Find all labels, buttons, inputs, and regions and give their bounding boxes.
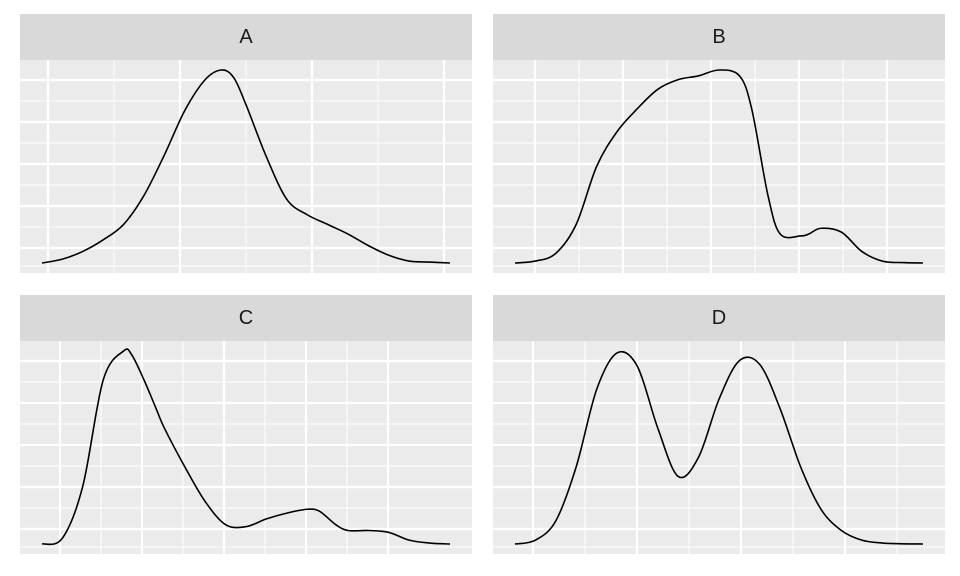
facet-label-c: C xyxy=(238,306,254,329)
facet-strip-c: C xyxy=(20,295,472,341)
facet-label-d: D xyxy=(711,306,727,329)
facet-label-b: B xyxy=(712,25,726,48)
density-curve-c xyxy=(41,348,451,546)
density-curve-d xyxy=(514,350,924,545)
panel-background xyxy=(20,341,472,554)
facet-panel-b: B xyxy=(493,14,945,273)
plot-area-b xyxy=(493,60,945,273)
density-curve-b xyxy=(514,69,924,264)
facet-panel-a: A xyxy=(20,14,472,273)
facet-strip-d: D xyxy=(493,295,945,341)
facet-strip-b: B xyxy=(493,14,945,60)
facet-label-a: A xyxy=(239,25,253,48)
plot-area-c xyxy=(20,341,472,554)
plot-area-a xyxy=(20,60,472,273)
facet-panel-c: C xyxy=(20,295,472,554)
panel-background xyxy=(493,60,945,273)
facet-strip-a: A xyxy=(20,14,472,60)
facet-panel-d: D xyxy=(493,295,945,554)
density-curve-a xyxy=(41,69,451,264)
plot-area-d xyxy=(493,341,945,554)
panel-background xyxy=(493,341,945,554)
